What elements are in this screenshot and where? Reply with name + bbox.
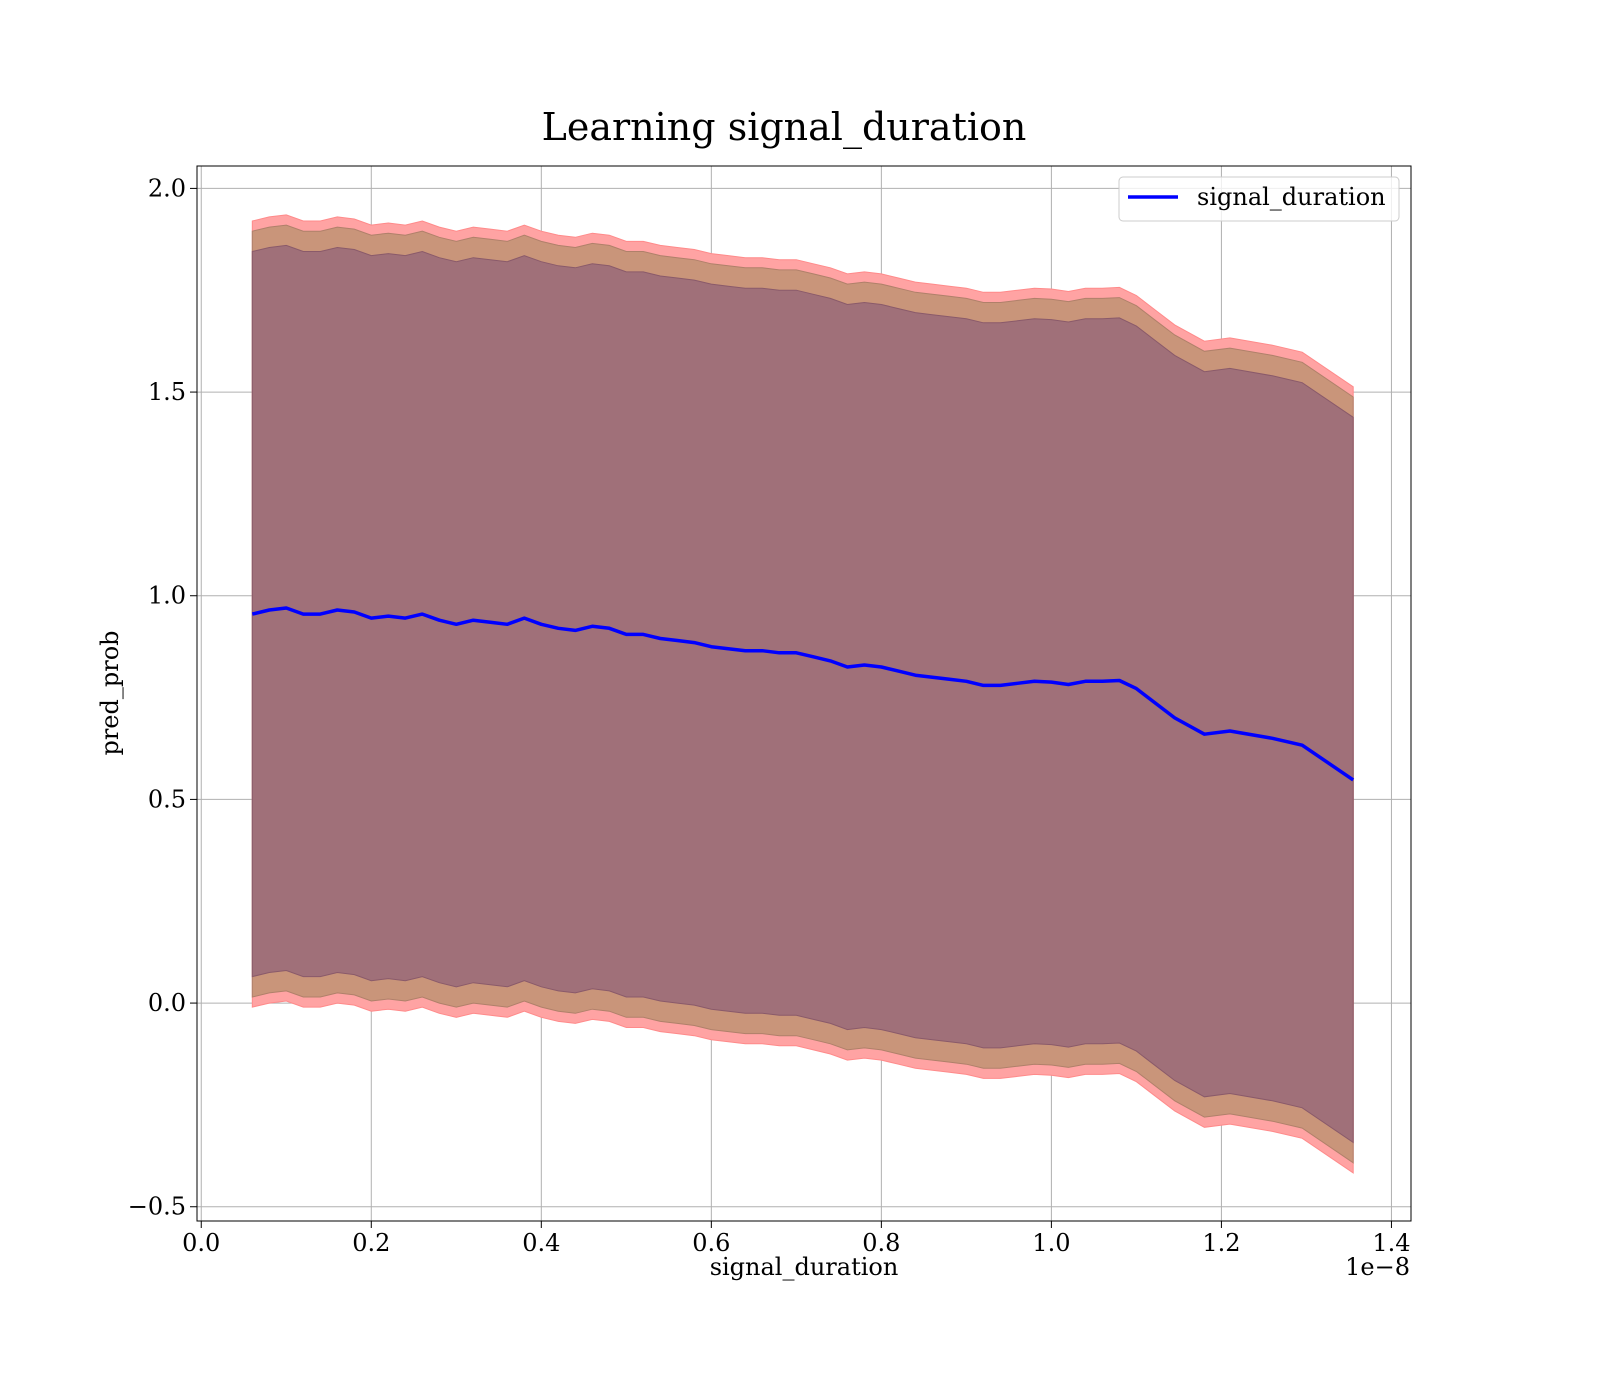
y-tick-label: 0.0 bbox=[148, 989, 186, 1017]
y-tick-label: 0.5 bbox=[148, 785, 186, 813]
y-axis-label: pred_prob bbox=[96, 630, 124, 755]
legend-entry: signal_duration bbox=[1197, 183, 1386, 211]
series-line-signal-duration bbox=[251, 606, 1355, 782]
inner-band bbox=[251, 244, 1354, 1144]
bands bbox=[251, 214, 1354, 1174]
x-tick-label: 0.2 bbox=[352, 1229, 390, 1257]
chart-title: Learning signal_duration bbox=[542, 105, 1027, 150]
plot-frame bbox=[196, 165, 1412, 1222]
x-tick-label: 0.8 bbox=[862, 1229, 900, 1257]
x-tick-label: 0.6 bbox=[692, 1229, 730, 1257]
x-tick-label: 0.0 bbox=[182, 1229, 220, 1257]
x-axis-offset-label: 1e−8 bbox=[1345, 1253, 1410, 1281]
x-tick-label: 1.0 bbox=[1032, 1229, 1070, 1257]
y-ticks: −0.5 0.0 0.5 1.0 1.5 2.0 bbox=[128, 174, 197, 1221]
y-tick-label: 1.0 bbox=[148, 582, 186, 610]
x-tick-label: 1.2 bbox=[1202, 1229, 1240, 1257]
y-tick-label: −0.5 bbox=[128, 1193, 186, 1221]
series-lines bbox=[251, 606, 1355, 782]
x-tick-label: 1.4 bbox=[1372, 1229, 1410, 1257]
x-ticks: 0.0 0.2 0.4 0.6 0.8 1.0 1.2 1.4 bbox=[182, 1221, 1411, 1257]
y-tick-label: 2.0 bbox=[148, 174, 186, 202]
legend-box bbox=[1118, 176, 1400, 222]
legend: signal_duration bbox=[1118, 176, 1400, 222]
y-tick-label: 1.5 bbox=[148, 378, 186, 406]
x-tick-label: 0.4 bbox=[522, 1229, 560, 1257]
x-axis-label: signal_duration bbox=[710, 1253, 899, 1281]
